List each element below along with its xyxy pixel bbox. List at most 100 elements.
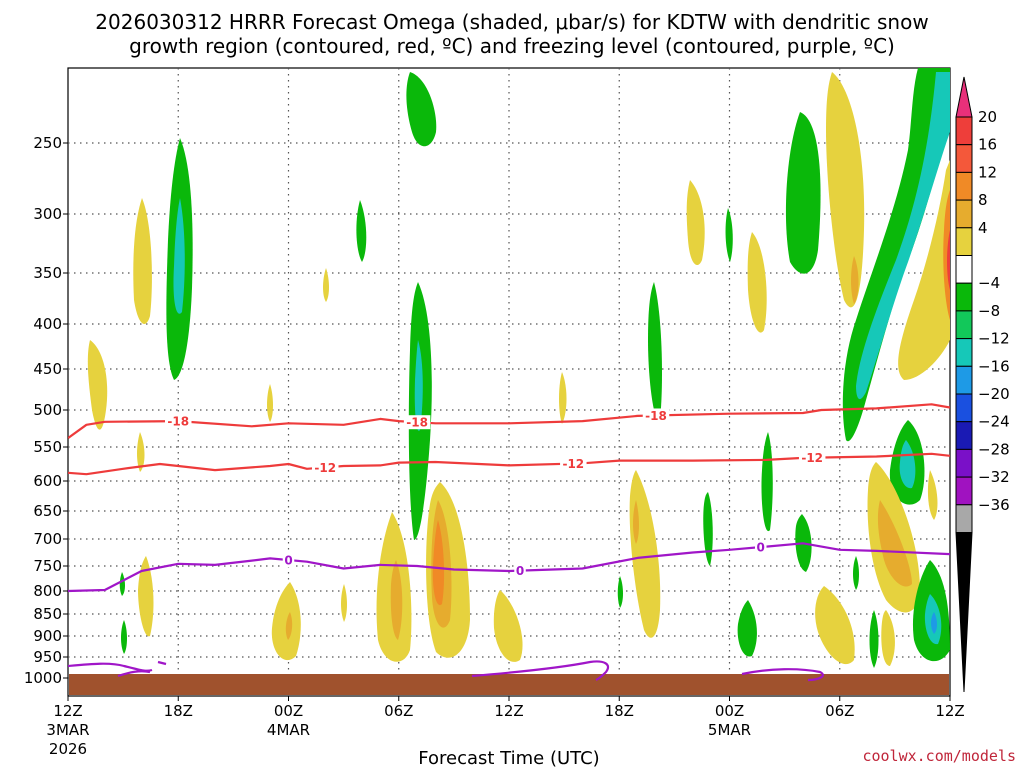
freezing-level-fragment [68, 662, 153, 678]
colorbar-arrow-bottom [955, 532, 973, 693]
omega-region [432, 520, 445, 606]
omega-region [414, 340, 423, 431]
omega-region [899, 440, 916, 489]
omega-region [881, 610, 895, 666]
colorbar-swatch [955, 504, 973, 533]
colorbar-label: 8 [978, 191, 988, 209]
colorbar-label: 12 [978, 163, 997, 181]
omega-region [947, 230, 950, 290]
contour-label: -12 [801, 451, 823, 465]
omega-region [898, 160, 950, 380]
colorbar-label: −16 [978, 357, 1010, 375]
omega-region [617, 576, 623, 608]
omega-region [931, 612, 937, 634]
contour-label: -18 [167, 415, 189, 429]
colorbar-swatch [955, 116, 973, 146]
omega-region [686, 180, 705, 266]
omega-region [725, 208, 733, 262]
omega-region [87, 340, 108, 430]
omega-region [133, 198, 152, 324]
y-tick-label: 750 [33, 557, 62, 575]
contour-label-bg [560, 456, 587, 471]
contour-label: -18 [406, 416, 428, 430]
omega-region [493, 590, 523, 662]
x-tick-date: 5MAR [708, 721, 751, 739]
y-tick-label: 450 [33, 360, 62, 378]
omega-region [851, 256, 859, 304]
colorbar-label: −28 [978, 440, 1010, 458]
x-tick-label: 06Z [825, 702, 854, 720]
omega-region [121, 620, 127, 654]
y-tick-label: 550 [33, 438, 62, 456]
omega-region [703, 492, 713, 566]
colorbar-swatch [955, 227, 973, 257]
omega-region [761, 432, 773, 532]
omega-region [629, 470, 661, 638]
omega-region [747, 232, 767, 333]
colorbar-label: −8 [978, 302, 1000, 320]
omega-region [826, 72, 865, 308]
freezing-level-fragment [741, 668, 825, 682]
contour-label-bg [312, 460, 339, 475]
y-tick-label: 700 [33, 530, 62, 548]
colorbar-label: 16 [978, 136, 997, 154]
x-tick-label: 18Z [605, 702, 634, 720]
contour-label: 0 [284, 554, 292, 568]
omega-region [633, 500, 639, 544]
omega-region [271, 582, 301, 661]
omega-region [137, 432, 145, 472]
omega-region [119, 572, 125, 596]
contour-label-bg [403, 415, 431, 430]
pressure-axis: 250 300 350 400 450 500 550 600 650 700 750 800 850 9… [24, 134, 68, 687]
y-tick-label: 850 [33, 605, 62, 623]
x-tick-label: 12Z [935, 702, 964, 720]
contour-label: 0 [516, 564, 524, 578]
y-tick-label: 250 [33, 134, 62, 152]
colorbar-swatch [955, 310, 973, 340]
x-tick-label: 18Z [164, 702, 193, 720]
contour-dgz-minus18 [68, 403, 950, 439]
colorbar-swatch [955, 171, 973, 201]
omega-shading [87, 68, 950, 668]
omega-region [869, 610, 879, 668]
omega-region [648, 282, 662, 421]
contour-label: 0 [757, 541, 765, 555]
credit-text: coolwx.com/models [862, 747, 1016, 765]
colorbar-label: −4 [978, 274, 1000, 292]
omega-region [943, 190, 950, 320]
y-tick-label: 800 [33, 582, 62, 600]
colorbar-label: 20 [978, 108, 997, 126]
omega-region [285, 612, 293, 640]
omega-region [356, 200, 367, 262]
colorbar-swatch [955, 448, 973, 478]
omega-region [853, 556, 859, 590]
omega-region [877, 500, 912, 587]
omega-region [341, 584, 347, 622]
colorbar-label: −32 [978, 468, 1010, 486]
y-tick-label: 400 [33, 315, 62, 333]
y-tick-label: 300 [33, 205, 62, 223]
colorbar-swatch [955, 476, 973, 506]
y-tick-label: 950 [33, 648, 62, 666]
colorbar-label: −20 [978, 385, 1010, 403]
contour-label-bg [798, 450, 826, 465]
x-tick-label: 00Z [274, 702, 303, 720]
x-tick-year: 2026 [49, 740, 87, 758]
y-tick-label: 350 [33, 264, 62, 282]
colorbar-label: −12 [978, 330, 1010, 348]
omega-region [559, 372, 567, 424]
contour-label-bg [642, 408, 670, 423]
chart-title-line-2: growth region (contoured, red, ºC) and f… [129, 34, 895, 58]
omega-region [390, 560, 403, 640]
freezing-level-fragment [157, 660, 167, 666]
contour-label-bg [514, 563, 526, 578]
contour-label: -12 [314, 461, 336, 475]
omega-region [138, 556, 154, 637]
y-tick-label: 600 [33, 472, 62, 490]
contour-lines: -18 -18 -18 -12 -12 -12 0 0 0 [68, 403, 950, 682]
y-tick-label: 500 [33, 401, 62, 419]
contour-freezing-level [68, 542, 950, 593]
omega-region [815, 586, 855, 665]
